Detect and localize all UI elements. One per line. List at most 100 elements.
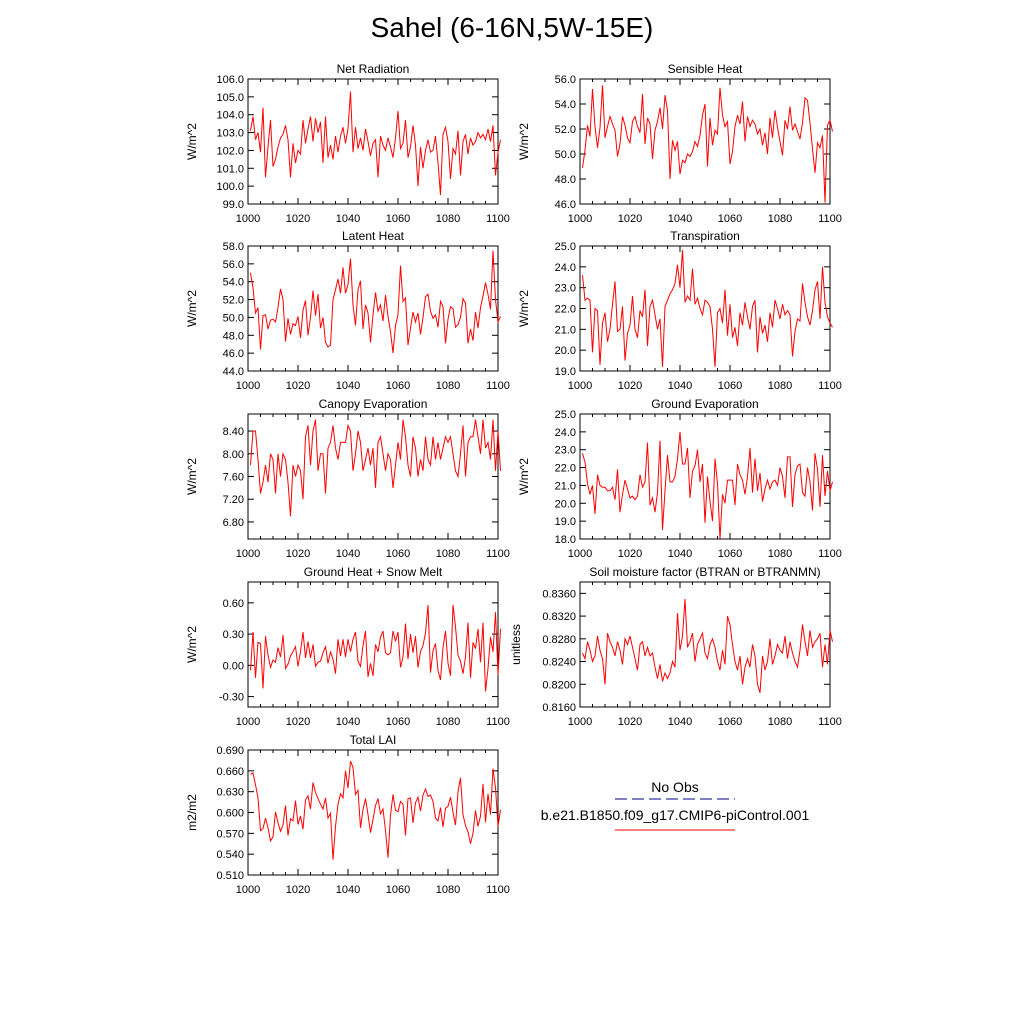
x-tick-label: 1060 [718, 548, 742, 560]
y-tick-label: 8.40 [223, 426, 244, 438]
series-line [582, 598, 833, 693]
y-tick-label: 103.0 [216, 128, 244, 140]
series-line [250, 760, 501, 860]
chart-title: Latent Heat [342, 229, 405, 243]
y-tick-label: 0.8200 [542, 679, 576, 691]
x-tick-label: 1100 [818, 380, 842, 392]
y-tick-label: 0.8160 [542, 702, 576, 714]
legend: No Obs b.e21.B1850.f09_g17.CMIP6-piContr… [530, 778, 820, 834]
y-tick-label: 25.0 [555, 409, 576, 421]
x-tick-label: 1020 [286, 380, 310, 392]
chart-title: Canopy Evaporation [319, 397, 428, 411]
x-tick-label: 1100 [486, 884, 510, 896]
x-tick-label: 1020 [286, 884, 310, 896]
y-tick-label: 58.0 [223, 241, 244, 253]
y-tick-label: 104.0 [216, 110, 244, 122]
x-tick-label: 1040 [336, 380, 360, 392]
x-tick-label: 1060 [386, 716, 410, 728]
y-tick-label: 52.0 [223, 295, 244, 307]
chart-title: Ground Heat + Snow Melt [304, 565, 443, 579]
y-tick-label: 52.0 [555, 124, 576, 136]
y-tick-label: 8.00 [223, 449, 244, 461]
y-tick-label: 99.0 [223, 199, 244, 211]
x-tick-label: 1020 [286, 716, 310, 728]
y-tick-label: 25.0 [555, 241, 576, 253]
plot-frame [579, 78, 831, 205]
y-tick-label: 48.0 [555, 174, 576, 186]
chart-title: Net Radiation [337, 62, 410, 76]
x-tick-label: 1080 [768, 380, 792, 392]
x-tick-label: 1100 [486, 716, 510, 728]
x-tick-label: 1060 [718, 380, 742, 392]
y-tick-label: 20.0 [555, 498, 576, 510]
y-tick-label: 0.8320 [542, 611, 576, 623]
y-tick-label: 0.8360 [542, 588, 576, 600]
x-tick-label: 1100 [486, 380, 510, 392]
x-tick-label: 1040 [668, 213, 692, 225]
chart-panel-7: Ground Heat + Snow Melt W/m^2 1000 1020 1040… [185, 565, 510, 728]
chart-title: Ground Evaporation [651, 397, 758, 411]
y-axis-label: W/m^2 [517, 123, 531, 160]
y-tick-label: 102.0 [216, 145, 244, 157]
x-tick-label: 1060 [718, 716, 742, 728]
chart-title: Soil moisture factor (BTRAN or BTRANMN) [589, 565, 820, 579]
chart-title: Transpiration [670, 229, 740, 243]
series-line [250, 91, 501, 196]
y-tick-label: 0.30 [223, 629, 244, 641]
x-tick-label: 1060 [718, 213, 742, 225]
y-axis-label: W/m^2 [185, 458, 199, 495]
y-tick-label: 21.0 [555, 324, 576, 336]
x-tick-label: 1020 [286, 548, 310, 560]
y-tick-label: 0.630 [216, 787, 244, 799]
y-axis-label: W/m^2 [185, 123, 199, 160]
y-tick-label: 46.0 [555, 199, 576, 211]
series-line [582, 85, 833, 203]
x-tick-label: 1040 [668, 548, 692, 560]
y-tick-label: 0.8240 [542, 657, 576, 669]
x-tick-label: 1040 [336, 548, 360, 560]
plot-frame [247, 245, 499, 372]
legend-obs-label: No Obs [651, 779, 699, 795]
x-tick-label: 1040 [336, 716, 360, 728]
x-tick-label: 1100 [818, 213, 842, 225]
chart-panel-6: Ground Evaporation W/m^2 1000 1020 1040 1060 1… [517, 397, 842, 560]
x-tick-label: 1080 [768, 213, 792, 225]
legend-model-line [615, 829, 735, 831]
y-tick-label: 19.0 [555, 516, 576, 528]
x-tick-label: 1020 [286, 213, 310, 225]
y-tick-label: 24.0 [555, 262, 576, 274]
chart-title: Total LAI [350, 733, 397, 747]
series-line [582, 250, 833, 367]
plot-frame [247, 78, 499, 205]
y-tick-label: 101.0 [216, 163, 244, 175]
x-tick-label: 1100 [486, 213, 510, 225]
y-tick-label: 0.690 [216, 745, 244, 757]
x-tick-label: 1020 [618, 548, 642, 560]
chart-panel-8: Soil moisture factor (BTRAN or BTRANMN) u… [509, 565, 842, 728]
y-tick-label: 106.0 [216, 74, 244, 86]
chart-title: Sensible Heat [668, 62, 743, 76]
x-tick-label: 1100 [818, 716, 842, 728]
y-tick-label: 44.0 [223, 366, 244, 378]
x-tick-label: 1020 [618, 716, 642, 728]
y-axis-label: W/m^2 [517, 290, 531, 327]
y-tick-label: 0.60 [223, 598, 244, 610]
y-tick-label: 18.0 [555, 534, 576, 546]
chart-panel-2: Sensible Heat W/m^2 1000 1020 1040 1060 1080 11… [517, 62, 842, 225]
y-tick-label: 0.600 [216, 808, 244, 820]
y-tick-label: 7.20 [223, 494, 244, 506]
x-tick-label: 1000 [236, 716, 260, 728]
plot-frame [247, 581, 499, 708]
series-line [582, 431, 833, 540]
y-tick-label: 23.0 [555, 283, 576, 295]
legend-model-label: b.e21.B1850.f09_g17.CMIP6-piControl.001 [540, 807, 810, 823]
y-tick-label: 54.0 [555, 99, 576, 111]
x-tick-label: 1000 [236, 548, 260, 560]
x-tick-label: 1060 [386, 380, 410, 392]
y-axis-label: unitless [509, 624, 523, 665]
y-tick-label: 19.0 [555, 366, 576, 378]
y-tick-label: 0.570 [216, 828, 244, 840]
y-tick-label: 100.0 [216, 181, 244, 193]
y-tick-label: 50.0 [223, 312, 244, 324]
y-tick-label: 6.80 [223, 517, 244, 529]
